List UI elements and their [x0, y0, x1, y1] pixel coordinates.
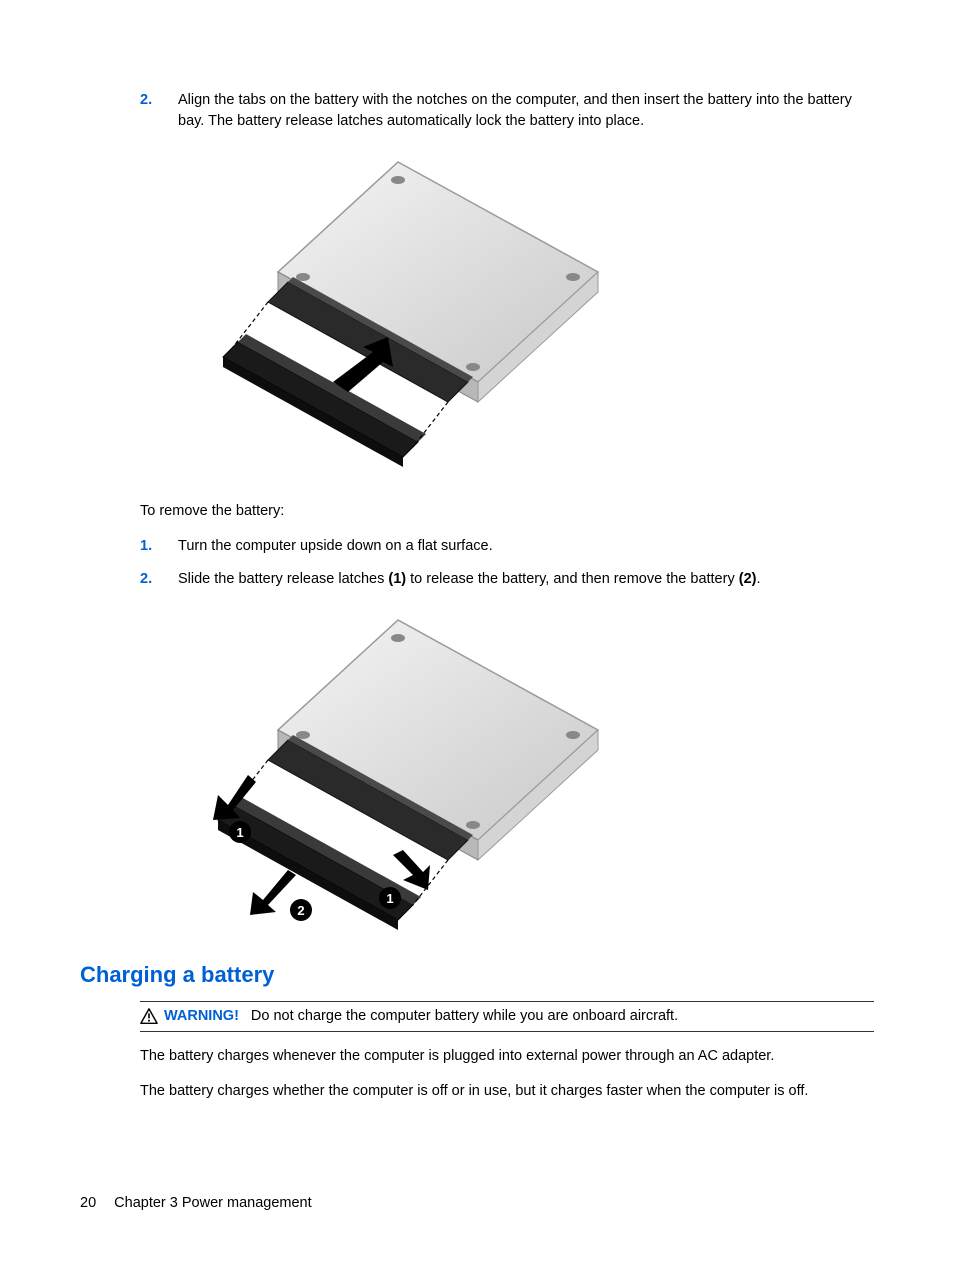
warning-block: WARNING! Do not charge the computer batte… [140, 1001, 874, 1032]
step-number: 2. [140, 569, 178, 590]
warning-label: WARNING! [164, 1008, 239, 1024]
figure-remove-battery: 1 1 2 [178, 610, 874, 937]
step-number: 2. [140, 90, 178, 132]
diagram-remove: 1 1 2 [178, 610, 608, 930]
intro-remove: To remove the battery: [140, 501, 874, 522]
body-para: The battery charges whenever the compute… [140, 1046, 874, 1067]
body-paragraphs: The battery charges whenever the compute… [140, 1046, 874, 1102]
figure-insert-battery [178, 152, 874, 479]
warning-icon [140, 1008, 158, 1024]
svg-text:1: 1 [236, 825, 243, 840]
diagram-insert [178, 152, 608, 472]
step-item: 2. Slide the battery release latches (1)… [140, 569, 874, 590]
page-footer: 20 Chapter 3 Power management [80, 1193, 312, 1214]
section-heading: Charging a battery [80, 959, 874, 991]
step-item: 1. Turn the computer upside down on a fl… [140, 536, 874, 557]
svg-text:1: 1 [386, 891, 393, 906]
arrow-remove [250, 870, 296, 915]
step-number: 1. [140, 536, 178, 557]
body-para: The battery charges whether the computer… [140, 1081, 874, 1102]
svg-text:2: 2 [297, 903, 304, 918]
step-text: Turn the computer upside down on a flat … [178, 536, 874, 557]
callout-1a: 1 [229, 821, 251, 843]
warning-text: Do not charge the computer battery while… [251, 1008, 678, 1024]
callout-1b: 1 [379, 887, 401, 909]
arrow-latch-right [393, 850, 430, 890]
step-item: 2. Align the tabs on the battery with th… [140, 90, 874, 132]
warning-text-wrap: WARNING! Do not charge the computer batte… [164, 1006, 678, 1027]
remove-intro-block: To remove the battery: 1. Turn the compu… [140, 501, 874, 937]
step-text: Slide the battery release latches (1) to… [178, 569, 874, 590]
page-number: 20 [80, 1195, 96, 1211]
callout-2: 2 [290, 899, 312, 921]
chapter-label: Chapter 3 Power management [114, 1195, 311, 1211]
step-list-insert: 2. Align the tabs on the battery with th… [140, 90, 874, 479]
step-text: Align the tabs on the battery with the n… [178, 90, 874, 132]
